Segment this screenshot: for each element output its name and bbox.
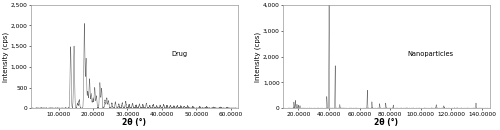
Text: Nanoparticles: Nanoparticles <box>407 51 453 57</box>
Y-axis label: Intensity (cps): Intensity (cps) <box>255 31 262 82</box>
Text: Drug: Drug <box>172 51 188 57</box>
X-axis label: 2θ (°): 2θ (°) <box>374 118 398 127</box>
X-axis label: 2θ (°): 2θ (°) <box>122 118 146 127</box>
Y-axis label: Intensity (cps): Intensity (cps) <box>3 31 10 82</box>
